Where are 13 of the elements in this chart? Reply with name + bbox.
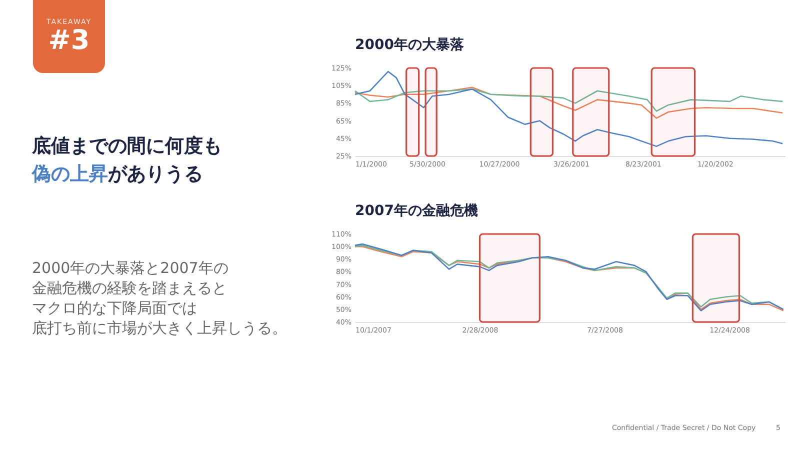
line-series (354, 88, 784, 112)
text: 底打ち前に市場が大きく上昇しうる。 (32, 318, 287, 338)
text: マクロ的な下降局面では (32, 298, 198, 318)
text: #3 (47, 25, 91, 56)
line-series (354, 86, 784, 119)
text: 底値までの間に何度も (32, 134, 222, 159)
line-series (354, 70, 784, 147)
text: 金融危機の経験を踏まえると (32, 278, 228, 298)
chart-title: 2000年の大暴落 (355, 36, 465, 54)
chart-title: 2007年の金融危機 (355, 202, 479, 220)
text: 偽の上昇 (32, 163, 108, 185)
text: がありうる (108, 163, 203, 185)
text: 2000年の大暴落と2007年の (32, 258, 230, 278)
